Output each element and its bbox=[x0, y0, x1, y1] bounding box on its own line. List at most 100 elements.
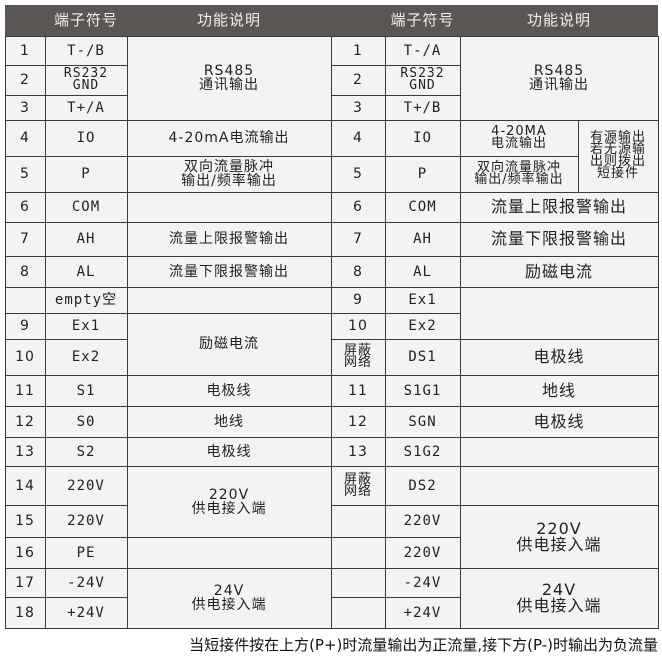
terminal-symbol: COM bbox=[44, 191, 128, 223]
function-note: 有源输出 若无源输 出则拨出 短接件 bbox=[577, 119, 659, 193]
terminal-number bbox=[4, 286, 46, 314]
function-ds2 bbox=[459, 465, 659, 506]
function-power24: 24V 供电接入端 bbox=[459, 567, 659, 629]
terminal-symbol: P bbox=[44, 155, 128, 193]
terminal-number: 10 bbox=[4, 338, 46, 376]
function-excitation: 励磁电流 bbox=[126, 312, 332, 376]
terminal-number: 9 bbox=[330, 286, 386, 314]
header-function-left: 功能说明 bbox=[196, 11, 261, 29]
terminal-symbol: AH bbox=[384, 221, 461, 257]
terminal-symbol: T-/B bbox=[44, 35, 128, 66]
terminal-symbol: +24V bbox=[44, 596, 128, 629]
function-sgn: 电极线 bbox=[459, 405, 659, 438]
terminal-number: 8 bbox=[4, 255, 46, 288]
terminal-number: 12 bbox=[4, 405, 46, 438]
terminal-number: 17 bbox=[4, 567, 46, 598]
terminal-number bbox=[330, 596, 386, 629]
terminal-symbol: RS232 GND bbox=[44, 64, 128, 96]
terminal-number: 6 bbox=[330, 191, 386, 223]
footer-note: 当短接件按在上方(P+)时流量输出为正流量,接下方(P-)时输出为负流量 bbox=[189, 636, 658, 654]
table-header-bar bbox=[5, 5, 658, 36]
terminal-number: 7 bbox=[4, 221, 46, 257]
terminal-symbol: 220V bbox=[44, 465, 128, 506]
header-symbol-left: 端子符号 bbox=[53, 11, 118, 29]
terminal-number bbox=[330, 567, 386, 598]
terminal-symbol: Ex2 bbox=[384, 312, 461, 340]
function-s1g1: 地线 bbox=[459, 374, 659, 407]
terminal-symbol: P bbox=[384, 155, 461, 193]
terminal-symbol: DS2 bbox=[384, 465, 461, 506]
terminal-number: 12 bbox=[330, 405, 386, 438]
terminal-number: 18 bbox=[4, 596, 46, 629]
function-rs485: RS485 通讯输出 bbox=[126, 35, 332, 121]
terminal-symbol: -24V bbox=[44, 567, 128, 598]
terminal-number: 1 bbox=[330, 35, 386, 66]
terminal-symbol: S2 bbox=[44, 436, 128, 467]
terminal-number: 6 bbox=[4, 191, 46, 223]
function-power220: 220V 供电接入端 bbox=[126, 465, 332, 538]
function-al: 流量下限报警输出 bbox=[126, 255, 332, 288]
terminal-symbol: DS1 bbox=[384, 338, 461, 376]
terminal-number: 13 bbox=[330, 436, 386, 467]
terminal-symbol: S0 bbox=[44, 405, 128, 438]
function-com: 流量上限报警输出 bbox=[459, 191, 659, 223]
function-com bbox=[126, 191, 332, 223]
function-rs485: RS485 通讯输出 bbox=[459, 35, 659, 121]
function-power220: 220V 供电接入端 bbox=[459, 504, 659, 569]
terminal-number: 13 bbox=[4, 436, 46, 467]
terminal-symbol: 220V bbox=[384, 504, 461, 538]
function-s1: 电极线 bbox=[126, 374, 332, 407]
terminal-symbol: S1 bbox=[44, 374, 128, 407]
terminal-number: 5 bbox=[4, 155, 46, 193]
header-symbol-right: 端子符号 bbox=[390, 11, 455, 29]
terminal-number: 7 bbox=[330, 221, 386, 257]
terminal-number: 1 bbox=[4, 35, 46, 66]
terminal-number: 15 bbox=[4, 504, 46, 538]
terminal-number: 3 bbox=[4, 94, 46, 121]
header-function-right: 功能说明 bbox=[526, 11, 591, 29]
function-ds1: 电极线 bbox=[459, 338, 659, 376]
function-pe bbox=[126, 536, 332, 569]
terminal-number: 11 bbox=[330, 374, 386, 407]
terminal-number: 9 bbox=[4, 312, 46, 340]
terminal-symbol: 220V bbox=[384, 536, 461, 569]
function-current: 4-20MA 电流输出 bbox=[459, 119, 579, 157]
terminal-number: 2 bbox=[4, 64, 46, 96]
terminal-symbol: AL bbox=[44, 255, 128, 288]
function-ah: 流量上限报警输出 bbox=[126, 221, 332, 257]
terminal-symbol: S1G1 bbox=[384, 374, 461, 407]
terminal-symbol: AH bbox=[44, 221, 128, 257]
terminal-number: 2 bbox=[330, 64, 386, 96]
terminal-number: 14 bbox=[4, 465, 46, 506]
function-ah: 流量下限报警输出 bbox=[459, 221, 659, 257]
terminal-symbol: AL bbox=[384, 255, 461, 288]
function-s2: 电极线 bbox=[126, 436, 332, 467]
terminal-number: 屏蔽 网络 bbox=[330, 465, 386, 506]
terminal-symbol: SGN bbox=[384, 405, 461, 438]
terminal-symbol: T+/B bbox=[384, 94, 461, 121]
terminal-number bbox=[330, 536, 386, 569]
terminal-symbol: T-/A bbox=[384, 35, 461, 66]
terminal-symbol: 220V bbox=[44, 504, 128, 538]
terminal-number: 3 bbox=[330, 94, 386, 121]
terminal-symbol: Ex2 bbox=[44, 338, 128, 376]
terminal-symbol: S1G2 bbox=[384, 436, 461, 467]
terminal-symbol: Ex1 bbox=[44, 312, 128, 340]
terminal-number: 5 bbox=[330, 155, 386, 193]
terminal-symbol: empty空 bbox=[44, 286, 128, 314]
function-current: 4-20mA电流输出 bbox=[126, 119, 332, 157]
terminal-symbol: RS232 GND bbox=[384, 64, 461, 96]
terminal-symbol: Ex1 bbox=[384, 286, 461, 314]
terminal-number bbox=[330, 504, 386, 538]
terminal-symbol: T+/A bbox=[44, 94, 128, 121]
terminal-symbol: +24V bbox=[384, 596, 461, 629]
function-ex bbox=[459, 286, 659, 340]
terminal-number: 屏蔽 网络 bbox=[330, 338, 386, 376]
terminal-number: 4 bbox=[330, 119, 386, 157]
terminal-symbol: -24V bbox=[384, 567, 461, 598]
terminal-number: 11 bbox=[4, 374, 46, 407]
terminal-symbol: COM bbox=[384, 191, 461, 223]
terminal-number: 4 bbox=[4, 119, 46, 157]
function-s0: 地线 bbox=[126, 405, 332, 438]
